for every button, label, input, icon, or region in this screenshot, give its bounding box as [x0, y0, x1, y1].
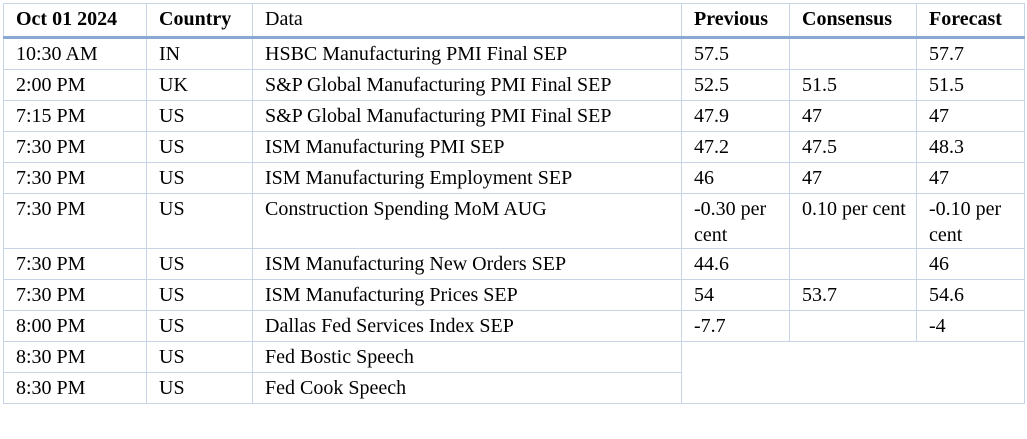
row-consensus: 51.5 [789, 69, 917, 101]
table-row: 8:30 PM US Fed Cook Speech [3, 372, 1025, 404]
table-row: 8:30 PM US Fed Bostic Speech [3, 341, 1025, 404]
row-country: US [146, 162, 253, 194]
empty-merged-cell [681, 341, 1025, 404]
row-time: 2:00 PM [3, 69, 147, 101]
row-previous: 47.2 [681, 131, 790, 163]
row-forecast: 48.3 [916, 131, 1025, 163]
table-row: 10:30 AM IN HSBC Manufacturing PMI Final… [3, 37, 1025, 70]
row-previous: -0.30 per cent [681, 193, 790, 249]
row-data: ISM Manufacturing Employment SEP [252, 162, 682, 194]
header-previous: Previous [681, 3, 790, 38]
row-time: 7:15 PM [3, 100, 147, 132]
header-row: Oct 01 2024 Country Data Previous Consen… [3, 3, 1025, 38]
header-forecast: Forecast [916, 3, 1025, 38]
row-consensus [789, 310, 917, 342]
economic-calendar-table: Oct 01 2024 Country Data Previous Consen… [3, 3, 1025, 404]
row-time: 8:00 PM [3, 310, 147, 342]
row-previous: 44.6 [681, 248, 790, 280]
header-data: Data [252, 3, 682, 38]
row-country: US [146, 131, 253, 163]
header-date: Oct 01 2024 [3, 3, 147, 38]
row-consensus: 47.5 [789, 131, 917, 163]
row-forecast: -4 [916, 310, 1025, 342]
table-row: 8:00 PM US Dallas Fed Services Index SEP… [3, 310, 1025, 342]
row-data: ISM Manufacturing Prices SEP [252, 279, 682, 311]
row-previous: 54 [681, 279, 790, 311]
row-time: 7:30 PM [3, 248, 147, 280]
row-consensus: 47 [789, 162, 917, 194]
row-country: US [146, 100, 253, 132]
table-row: 2:00 PM UK S&P Global Manufacturing PMI … [3, 69, 1025, 101]
row-forecast: 47 [916, 162, 1025, 194]
row-time: 7:30 PM [3, 193, 147, 249]
table-row: 7:30 PM US ISM Manufacturing PMI SEP 47.… [3, 131, 1025, 163]
row-consensus [789, 37, 917, 70]
row-forecast: -0.10 per cent [916, 193, 1025, 249]
row-data: Construction Spending MoM AUG [252, 193, 682, 249]
row-forecast: 47 [916, 100, 1025, 132]
row-country: US [146, 279, 253, 311]
row-data: Fed Bostic Speech [252, 341, 682, 373]
row-country: US [146, 310, 253, 342]
row-forecast: 57.7 [916, 37, 1025, 70]
row-previous: 46 [681, 162, 790, 194]
row-data: ISM Manufacturing New Orders SEP [252, 248, 682, 280]
row-country: US [146, 341, 253, 373]
row-consensus: 0.10 per cent [789, 193, 917, 249]
row-previous: 57.5 [681, 37, 790, 70]
row-forecast: 51.5 [916, 69, 1025, 101]
row-consensus: 53.7 [789, 279, 917, 311]
row-forecast: 46 [916, 248, 1025, 280]
row-country: IN [146, 37, 253, 70]
header-consensus: Consensus [789, 3, 917, 38]
row-forecast: 54.6 [916, 279, 1025, 311]
row-previous: 52.5 [681, 69, 790, 101]
row-time: 7:30 PM [3, 162, 147, 194]
row-country: US [146, 372, 253, 404]
row-data: ISM Manufacturing PMI SEP [252, 131, 682, 163]
row-time: 7:30 PM [3, 279, 147, 311]
row-time: 8:30 PM [3, 341, 147, 373]
row-data: Dallas Fed Services Index SEP [252, 310, 682, 342]
row-country: US [146, 193, 253, 249]
table-row: 7:30 PM US ISM Manufacturing New Orders … [3, 248, 1025, 280]
row-consensus [789, 248, 917, 280]
table-row: 7:30 PM US ISM Manufacturing Prices SEP … [3, 279, 1025, 311]
row-time: 7:30 PM [3, 131, 147, 163]
header-country: Country [146, 3, 253, 38]
table-row: 7:30 PM US Construction Spending MoM AUG… [3, 193, 1025, 249]
row-data: HSBC Manufacturing PMI Final SEP [252, 37, 682, 70]
row-previous: -7.7 [681, 310, 790, 342]
table-row: 7:30 PM US ISM Manufacturing Employment … [3, 162, 1025, 194]
row-time: 10:30 AM [3, 37, 147, 70]
row-data: Fed Cook Speech [252, 372, 682, 404]
row-previous: 47.9 [681, 100, 790, 132]
row-consensus: 47 [789, 100, 917, 132]
row-time: 8:30 PM [3, 372, 147, 404]
table-row: 7:15 PM US S&P Global Manufacturing PMI … [3, 100, 1025, 132]
row-data: S&P Global Manufacturing PMI Final SEP [252, 69, 682, 101]
row-country: UK [146, 69, 253, 101]
row-data: S&P Global Manufacturing PMI Final SEP [252, 100, 682, 132]
row-country: US [146, 248, 253, 280]
